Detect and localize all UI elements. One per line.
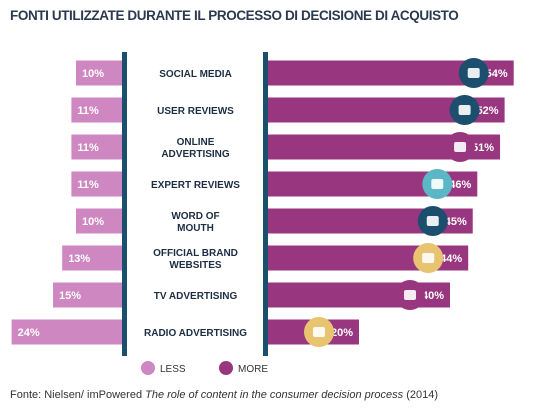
less-bar-expert-reviews: [71, 171, 122, 197]
category-label-online-advertising-line2: ADVERTISING: [161, 149, 230, 160]
less-label-social-media: 10%: [82, 68, 104, 80]
less-label-expert-reviews: 11%: [77, 179, 99, 191]
less-bar-user-reviews: [71, 97, 122, 123]
legend-label-more: MORE: [238, 364, 268, 375]
less-label-official-brand-websites: 13%: [68, 253, 90, 265]
talking-heads-icon: [417, 206, 448, 236]
less-bar-tv-advertising: [53, 282, 122, 308]
category-label-official-brand-websites-line1: OFFICIAL BRAND: [153, 248, 238, 259]
less-label-radio-advertising: 24%: [18, 327, 40, 339]
monitor-icon: [445, 132, 476, 162]
chart-title: FONTI UTILIZZATE DURANTE IL PROCESSO DI …: [10, 8, 459, 23]
less-label-word-of-mouth: 10%: [82, 216, 104, 228]
legend-swatch-more: [219, 361, 233, 375]
more-label-user-reviews: 52%: [477, 105, 499, 117]
more-label-official-brand-websites: 44%: [440, 253, 462, 265]
category-label-tv-advertising: TV ADVERTISING: [154, 291, 238, 302]
category-label-social-media: SOCIAL MEDIA: [159, 69, 232, 80]
left-divider: [122, 52, 127, 356]
more-label-tv-advertising: 40%: [422, 290, 444, 302]
chat-bubbles-icon: [449, 95, 480, 125]
radio-icon: [304, 317, 334, 347]
category-label-official-brand-websites-line2: WEBSITES: [169, 260, 222, 271]
less-label-online-advertising: 11%: [77, 142, 99, 154]
mobile-phone-icon: [413, 243, 444, 273]
bar-chart: 10% SOCIAL MEDIA 54% 11% USER REVIEWS 52% 11% O…: [11, 52, 514, 375]
thumbs-up-icon: [422, 169, 453, 199]
less-label-user-reviews: 11%: [77, 105, 99, 117]
source-suffix: (2014): [403, 389, 439, 401]
tv-icon: [395, 280, 425, 310]
right-divider: [263, 52, 268, 356]
category-label-expert-reviews: EXPERT REVIEWS: [151, 180, 240, 191]
category-label-word-of-mouth-line2: MOUTH: [177, 223, 214, 234]
source-prefix: Fonte: Nielsen/ imPowered: [10, 389, 146, 401]
category-label-user-reviews: USER REVIEWS: [157, 106, 234, 117]
less-bar-official-brand-websites: [62, 245, 122, 271]
less-bar-social-media: [76, 60, 122, 86]
more-label-expert-reviews: 46%: [449, 179, 471, 191]
more-label-online-advertising: 51%: [472, 142, 494, 154]
source-title: The role of content in the consumer deci…: [145, 389, 404, 401]
more-label-social-media: 54%: [486, 68, 508, 80]
more-label-word-of-mouth: 45%: [445, 216, 467, 228]
legend-swatch-less: [141, 361, 155, 375]
category-label-online-advertising-line1: ONLINE: [177, 137, 215, 148]
twitter-bird-icon: [458, 58, 489, 88]
category-label-word-of-mouth-line1: WORD OF: [171, 211, 219, 222]
category-label-radio-advertising: RADIO ADVERTISING: [144, 328, 247, 339]
less-bar-online-advertising: [71, 134, 122, 160]
less-label-tv-advertising: 15%: [59, 290, 81, 302]
legend-label-less: LESS: [160, 364, 186, 375]
less-bar-word-of-mouth: [76, 208, 122, 234]
more-label-radio-advertising: 20%: [331, 327, 353, 339]
source-note: Fonte: Nielsen/ imPowered The role of co…: [10, 389, 438, 401]
less-bar-radio-advertising: [11, 319, 123, 345]
